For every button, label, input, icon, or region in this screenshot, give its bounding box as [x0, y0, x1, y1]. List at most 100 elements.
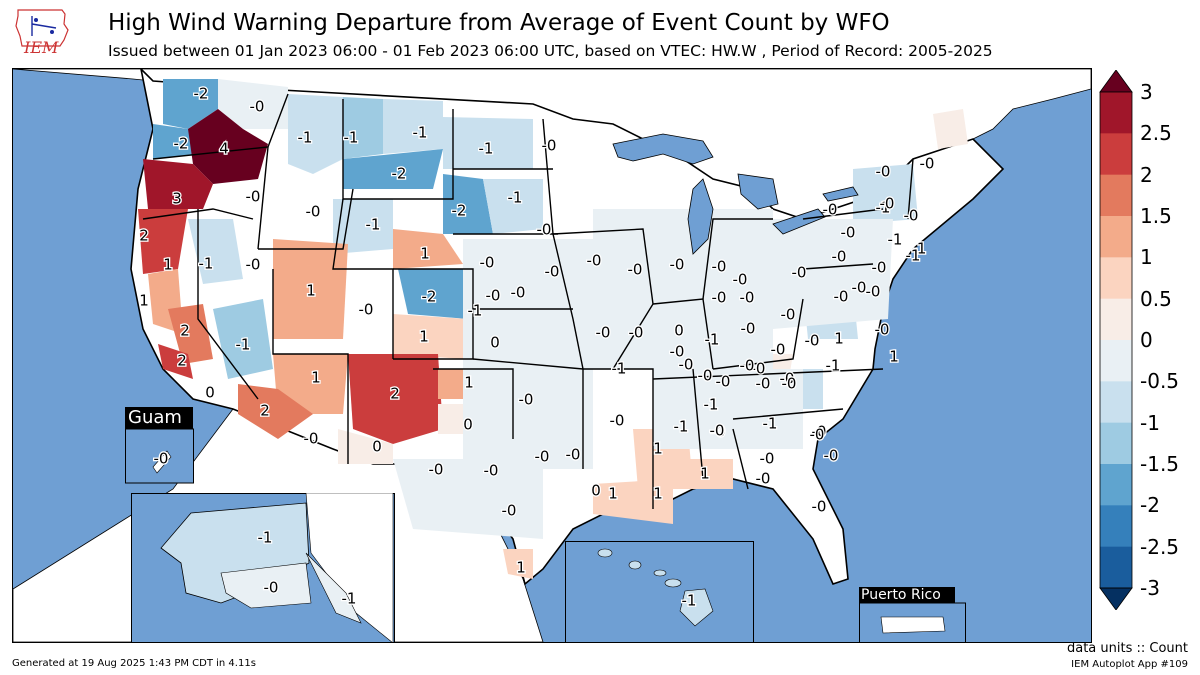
colorbar-tick-label: -2	[1140, 493, 1160, 518]
wfo-value-label: -0	[852, 279, 867, 297]
colorbar-tick-label: -0.5	[1140, 369, 1180, 394]
wfo-value-label: -0	[756, 375, 771, 393]
wfo-value-label: 0	[205, 384, 215, 402]
wfo-value-label: -0	[733, 271, 748, 289]
wfo-value-label: 1	[889, 348, 899, 366]
wfo-value-label: -0	[545, 263, 560, 281]
wfo-value-label: -0	[741, 320, 756, 338]
wfo-value-label: 1	[653, 485, 663, 503]
wfo-value-label: 1	[653, 440, 663, 458]
wfo-value-label: -1	[674, 418, 689, 436]
colorbar-max-arrow	[1099, 70, 1133, 93]
wfo-value-label: -0	[880, 195, 895, 213]
wfo-value-label: -1	[705, 331, 720, 349]
wfo-value-label: 1	[834, 330, 844, 348]
wfo-value-label: -0	[824, 447, 839, 465]
wfo-value-label: -0	[629, 324, 644, 342]
wfo-region	[338, 429, 393, 464]
data-units: data units :: Count	[1066, 641, 1188, 656]
wfo-region	[273, 239, 348, 339]
wfo-value-label: 1	[516, 559, 526, 577]
wfo-value-label: 1	[163, 256, 173, 274]
wfo-region	[483, 179, 543, 234]
wfo-region	[158, 344, 193, 379]
wfo-region	[153, 124, 203, 159]
wfo-value-label: -0	[834, 288, 849, 306]
wfo-value-label: -0	[866, 283, 881, 301]
wfo-value-label: -1	[236, 336, 251, 354]
wfo-value-label: -0	[841, 224, 856, 242]
wfo-value-label: -2	[452, 202, 467, 220]
wfo-value-label: -0	[782, 375, 797, 393]
wfo-value-label: 4	[219, 140, 229, 158]
page-title: High Wind Warning Departure from Average…	[108, 10, 890, 36]
puerto-rico-inset[interactable]: Puerto Rico	[859, 587, 967, 643]
wfo-value-label: -0	[542, 137, 557, 155]
wfo-value-label: -2	[422, 288, 437, 306]
wfo-value-label: -1	[826, 357, 841, 375]
wfo-value-label: -0	[429, 461, 444, 479]
wfo-value-label: -0	[587, 252, 602, 270]
wfo-value-label: -0	[670, 343, 685, 361]
us-map[interactable]: -2-0-2 4-1 -1 -1-1 -03 -0-2-2-1-0-121 -1 -011-0…	[13, 69, 1091, 642]
wfo-value-label: -1	[912, 240, 927, 258]
wfo-value-label: 2	[260, 402, 270, 420]
wfo-value-label: 2	[139, 227, 149, 245]
colorbar-bin	[1100, 422, 1132, 465]
wfo-region	[143, 159, 213, 209]
great-lakes	[737, 173, 779, 210]
colorbar	[1099, 70, 1133, 610]
wfo-value-label: -1	[413, 124, 428, 142]
wfo-value-label: -1	[704, 396, 719, 414]
alaska-value: -1	[342, 590, 357, 608]
wfo-value-label: -0	[920, 155, 935, 173]
wfo-region	[393, 459, 543, 539]
wfo-value-label: 1	[139, 292, 149, 310]
wfo-value-label: -1	[888, 231, 903, 249]
wfo-value-label: -0	[781, 306, 796, 324]
alaska-inset[interactable]: -1 -0 -1	[131, 493, 395, 643]
wfo-value-label: -0	[876, 163, 891, 181]
wfo-value-label: 2	[390, 385, 400, 403]
wfo-value-label: -0	[679, 356, 694, 374]
alaska-value: -1	[258, 529, 273, 547]
wfo-value-label: -1	[199, 255, 214, 273]
map-panel[interactable]: -2 -0 -2 4 -1 -1 -1 -1 -0 3 -0 -2 -2 -1 -0 -1 2 1 -1 -0 1 1 -0…	[12, 68, 1092, 643]
hawaii-inset[interactable]: -1	[565, 541, 755, 643]
colorbar-tick-label: 1.5	[1140, 204, 1172, 228]
wfo-value-label: 1	[306, 282, 316, 300]
great-lakes	[772, 208, 826, 235]
great-lakes	[687, 178, 714, 255]
wfo-value-label: 1	[700, 465, 710, 483]
wfo-region	[443, 174, 493, 234]
colorbar-tick-label: 0.5	[1140, 286, 1172, 311]
wfo-value-label: 2	[177, 352, 187, 370]
wfo-value-label: -1	[366, 216, 381, 234]
colorbar-bin	[1100, 464, 1132, 506]
wfo-value-label: -0	[711, 423, 726, 441]
wfo-region	[393, 314, 468, 359]
wfo-value-label: 0	[591, 482, 601, 500]
wfo-value-label: -1	[876, 199, 891, 217]
wfo-value-label: -0	[812, 498, 827, 516]
page-subtitle: Issued between 01 Jan 2023 06:00 - 01 Fe…	[108, 42, 993, 60]
wfo-value-label: -0	[484, 462, 499, 480]
wfo-region	[688, 459, 733, 489]
wfo-value-label: 0	[674, 322, 684, 340]
guam-inset[interactable]: -0 Guam	[125, 407, 195, 487]
puerto-rico-title: Puerto Rico	[861, 587, 941, 603]
wfo-region	[288, 94, 343, 174]
great-lakes	[612, 133, 714, 165]
wfo-value-label: -0	[823, 201, 838, 219]
wfo-value-label: -0	[712, 289, 727, 307]
wfo-value-label: -0	[792, 264, 807, 282]
wfo-region	[933, 109, 968, 149]
guam-title: Guam	[128, 407, 182, 428]
iem-logo: IEM	[15, 9, 69, 57]
wfo-value-label: -0	[246, 188, 261, 206]
wfo-value-label: 1	[420, 245, 430, 263]
wfo-region	[168, 304, 213, 364]
wfo-value-label: 3	[172, 190, 182, 208]
colorbar-tick-label: 3	[1140, 80, 1153, 104]
wfo-value-label: -0	[610, 412, 625, 430]
